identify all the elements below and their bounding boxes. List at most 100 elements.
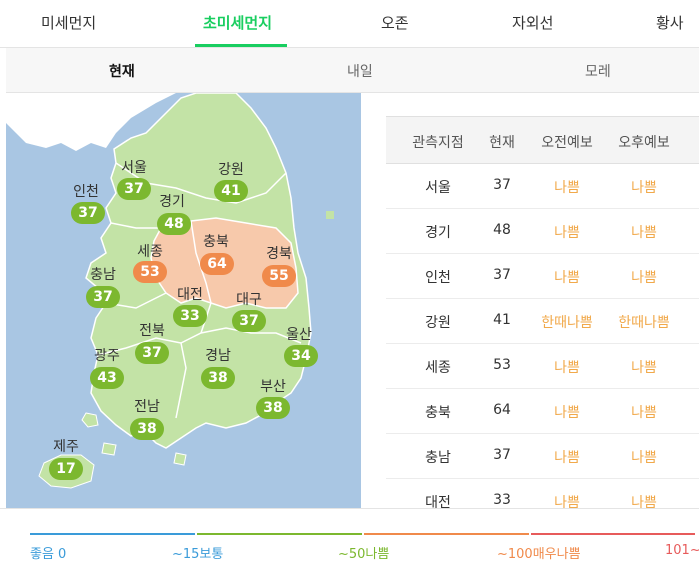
region-name-daejeon: 대전 xyxy=(177,287,203,303)
header-station: 관측지점 xyxy=(412,135,464,151)
region-name-jeju: 제주 xyxy=(53,439,79,455)
row-pm: 나쁨 xyxy=(631,450,657,466)
tab-yellow-dust[interactable]: 황사 xyxy=(656,14,684,32)
table-row: 강원 41 한때나쁨 한때나쁨 xyxy=(386,299,699,344)
tab-pm10[interactable]: 미세먼지 xyxy=(41,14,97,32)
region-value-gwangju[interactable]: 43 xyxy=(90,367,124,389)
region-value-gangwon[interactable]: 41 xyxy=(214,180,248,202)
tab-pm25[interactable]: 초미세먼지 xyxy=(203,14,273,32)
legend-normal-label: ~15보통 xyxy=(172,547,224,562)
tab-uv[interactable]: 자외선 xyxy=(512,14,554,32)
region-name-incheon: 인천 xyxy=(73,184,99,200)
row-am: 나쁨 xyxy=(554,360,580,376)
station-table: 관측지점 현재 오전예보 오후예보 서울 37 나쁨 나쁨 경기 48 나쁨 나… xyxy=(386,116,699,508)
region-value-sejong[interactable]: 53 xyxy=(133,261,167,283)
legend-bad-label: ~50나쁨 xyxy=(338,547,390,562)
row-pm: 나쁨 xyxy=(631,360,657,376)
region-name-gwangju: 광주 xyxy=(94,348,120,364)
table-header: 관측지점 현재 오전예보 오후예보 xyxy=(386,116,699,164)
subtab-tomorrow[interactable]: 내일 xyxy=(347,64,373,80)
header-pm: 오후예보 xyxy=(618,135,670,151)
region-name-ulsan: 울산 xyxy=(286,327,312,343)
row-now: 41 xyxy=(493,312,511,328)
region-name-jeonbuk: 전북 xyxy=(139,323,165,339)
row-station: 서울 xyxy=(425,180,451,196)
day-tab-bar: 현재 내일 모레 xyxy=(6,48,699,93)
korea-map: 서울 37 강원 41 인천 37 경기 48 세종 53 충북 64 경북 5… xyxy=(6,93,361,508)
legend-bar-good xyxy=(30,533,195,535)
row-pm: 나쁨 xyxy=(631,225,657,241)
table-row: 인천 37 나쁨 나쁨 xyxy=(386,254,699,299)
legend-bar-bad xyxy=(364,533,529,535)
row-station: 충북 xyxy=(425,405,451,421)
row-now: 53 xyxy=(493,357,511,373)
row-now: 48 xyxy=(493,222,511,238)
row-am: 나쁨 xyxy=(554,180,580,196)
region-name-daegu: 대구 xyxy=(236,292,262,308)
table-row: 세종 53 나쁨 나쁨 xyxy=(386,344,699,389)
table-row: 서울 37 나쁨 나쁨 xyxy=(386,164,699,209)
row-now: 37 xyxy=(493,447,511,463)
region-name-gyeongnam: 경남 xyxy=(205,348,231,364)
legend-bar-very-bad xyxy=(531,533,695,535)
legend-bar-normal xyxy=(197,533,362,535)
region-name-sejong: 세종 xyxy=(137,244,163,260)
row-now: 37 xyxy=(493,177,511,193)
table-row: 충북 64 나쁨 나쁨 xyxy=(386,389,699,434)
row-pm: 나쁨 xyxy=(631,495,657,508)
region-value-gyeongnam[interactable]: 38 xyxy=(201,367,235,389)
region-value-gyeonggi[interactable]: 48 xyxy=(157,213,191,235)
row-station: 인천 xyxy=(425,270,451,286)
region-value-daejeon[interactable]: 33 xyxy=(173,305,207,327)
row-station: 세종 xyxy=(425,360,451,376)
subtab-day-after[interactable]: 모레 xyxy=(585,64,611,80)
row-am: 한때나쁨 xyxy=(541,315,593,331)
region-value-busan[interactable]: 38 xyxy=(256,397,290,419)
region-name-jeonnam: 전남 xyxy=(134,399,160,415)
region-name-chungbuk: 충북 xyxy=(203,234,229,250)
table-row: 경기 48 나쁨 나쁨 xyxy=(386,209,699,254)
row-am: 나쁨 xyxy=(554,450,580,466)
region-value-incheon[interactable]: 37 xyxy=(71,202,105,224)
subtab-now[interactable]: 현재 xyxy=(109,64,135,80)
region-name-busan: 부산 xyxy=(260,379,286,395)
row-am: 나쁨 xyxy=(554,270,580,286)
tab-ozone[interactable]: 오존 xyxy=(381,14,409,32)
row-station: 대전 xyxy=(425,495,451,508)
table-row: 대전 33 나쁨 나쁨 xyxy=(386,479,699,508)
region-value-seoul[interactable]: 37 xyxy=(117,178,151,200)
region-value-ulsan[interactable]: 34 xyxy=(284,345,318,367)
region-value-jeonnam[interactable]: 38 xyxy=(130,418,164,440)
region-name-chungnam: 충남 xyxy=(90,267,116,283)
top-tab-bar: 미세먼지 초미세먼지 오존 자외선 황사 xyxy=(0,0,699,48)
row-pm: 나쁨 xyxy=(631,180,657,196)
region-name-gyeonggi: 경기 xyxy=(159,194,185,210)
region-value-gyeongbuk[interactable]: 55 xyxy=(262,265,296,287)
legend-max-label: 101~ xyxy=(665,543,699,558)
row-now: 37 xyxy=(493,267,511,283)
region-value-jeonbuk[interactable]: 37 xyxy=(135,342,169,364)
region-value-daegu[interactable]: 37 xyxy=(232,310,266,332)
legend-good-label: 좋음 0 xyxy=(30,547,67,562)
region-value-chungbuk[interactable]: 64 xyxy=(200,253,234,275)
region-value-chungnam[interactable]: 37 xyxy=(86,286,120,308)
table-row: 충남 37 나쁨 나쁨 xyxy=(386,434,699,479)
legend-very-bad-label: ~100매우나쁨 xyxy=(497,547,581,562)
row-am: 나쁨 xyxy=(554,495,580,508)
level-legend: 좋음 0 ~15보통 ~50나쁨 ~100매우나쁨 101~ xyxy=(0,508,699,574)
row-now: 33 xyxy=(493,492,511,508)
region-name-gangwon: 강원 xyxy=(218,162,244,178)
row-am: 나쁨 xyxy=(554,225,580,241)
row-station: 충남 xyxy=(425,450,451,466)
region-name-seoul: 서울 xyxy=(121,160,147,176)
row-station: 강원 xyxy=(425,315,451,331)
active-tab-indicator xyxy=(195,44,287,47)
header-now: 현재 xyxy=(489,135,515,151)
row-station: 경기 xyxy=(425,225,451,241)
header-am: 오전예보 xyxy=(541,135,593,151)
region-name-gyeongbuk: 경북 xyxy=(266,246,292,262)
region-value-jeju[interactable]: 17 xyxy=(49,458,83,480)
row-pm: 나쁨 xyxy=(631,270,657,286)
row-pm: 나쁨 xyxy=(631,405,657,421)
row-am: 나쁨 xyxy=(554,405,580,421)
